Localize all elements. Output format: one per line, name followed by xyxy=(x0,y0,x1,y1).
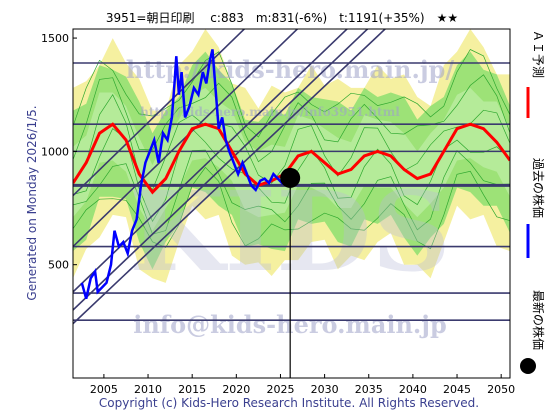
scenario-line xyxy=(73,149,510,235)
scenario-line xyxy=(73,74,510,163)
x-tick-label: 2015 xyxy=(178,383,206,396)
x-tick-label: 2020 xyxy=(222,383,250,396)
x-tick-label: 2045 xyxy=(443,383,471,396)
y-tick-label: 1500 xyxy=(41,32,69,45)
generated-date: Generated on Monday 2026/1/5. xyxy=(25,105,39,300)
legend-ai-label: ＡＩ予測 xyxy=(531,30,545,78)
x-tick-label: 2035 xyxy=(355,383,383,396)
latest-price-dot xyxy=(280,167,301,188)
legend: ＡＩ予測 過去の株価 最新の株価 xyxy=(520,30,546,374)
y-tick-label: 1000 xyxy=(41,145,69,158)
channel-line xyxy=(73,29,299,248)
x-tick-label: 2030 xyxy=(311,383,339,396)
legend-latest-swatch xyxy=(520,358,536,374)
x-tick-label: 2040 xyxy=(399,383,427,396)
channel-line xyxy=(73,29,349,293)
plot-frame xyxy=(72,28,511,379)
channel-line xyxy=(73,29,246,197)
horizontal-levels xyxy=(73,62,510,322)
y-tick-label: 500 xyxy=(48,259,69,272)
x-tick-label: 2025 xyxy=(266,383,294,396)
y-axis: 500 1000 1500 xyxy=(41,32,77,272)
legend-past-label: 過去の株価 xyxy=(531,158,546,218)
scenario-line xyxy=(73,166,510,250)
past-price-line xyxy=(80,49,291,300)
x-tick-label: 2005 xyxy=(90,383,118,396)
x-axis: 2005 2010 2015 2020 2025 2030 2035 2040 2045 2050 xyxy=(90,374,515,396)
ai-forecast-line xyxy=(73,122,510,195)
scenario-line xyxy=(73,49,510,138)
copyright: Copyright (c) Kids-Hero Research Institu… xyxy=(99,396,479,410)
watermark-url-sub: http://kids-hero.main.jp/info3951.html xyxy=(140,105,400,119)
chart-title: 3951=朝日印刷 c:883 m:831(-6%) t:1191(+35%) … xyxy=(106,11,458,25)
series-layer xyxy=(73,49,510,300)
x-tick-label: 2010 xyxy=(134,383,162,396)
channel-line xyxy=(73,29,387,325)
channel-line xyxy=(73,29,369,311)
x-tick-label: 2050 xyxy=(487,383,515,396)
trend-channels xyxy=(73,29,387,325)
legend-latest-label: 最新の株価 xyxy=(531,290,546,350)
